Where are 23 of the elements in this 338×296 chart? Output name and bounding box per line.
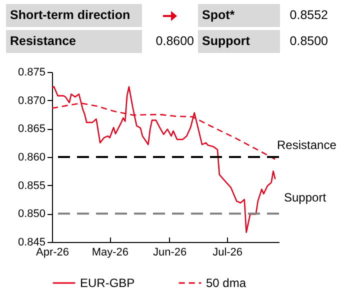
text: 0.8600 [154, 33, 195, 50]
y-tick-label: 0.855 [18, 180, 46, 192]
y-tick-label: 0.875 [18, 66, 46, 78]
y-tick-label: 0.845 [18, 236, 46, 248]
legend-label: 50 dma [206, 276, 246, 290]
y-tick-label: 0.860 [18, 152, 46, 164]
text: Short-term direction [6, 4, 142, 27]
line-series [51, 86, 276, 234]
text: Support [198, 30, 280, 53]
x-tick-label: May-26 [92, 246, 129, 258]
text: Spot* [198, 4, 280, 27]
text: 0.8500 [288, 33, 329, 50]
y-tick-label: 0.850 [18, 208, 46, 220]
x-tick-label: Jun-26 [153, 246, 187, 258]
legend-label: EUR-GBP [80, 276, 135, 290]
ref-line-label: Support [284, 190, 327, 205]
y-tick-label: 0.870 [18, 94, 46, 107]
y-tick-label: 0.865 [18, 123, 46, 136]
x-tick-label: Jul-26 [212, 246, 243, 258]
ref-line-label: Resistance [277, 138, 337, 152]
text: 0.8552 [288, 7, 329, 24]
text: Resistance [6, 30, 142, 53]
x-tick-label: Apr-26 [36, 246, 70, 258]
